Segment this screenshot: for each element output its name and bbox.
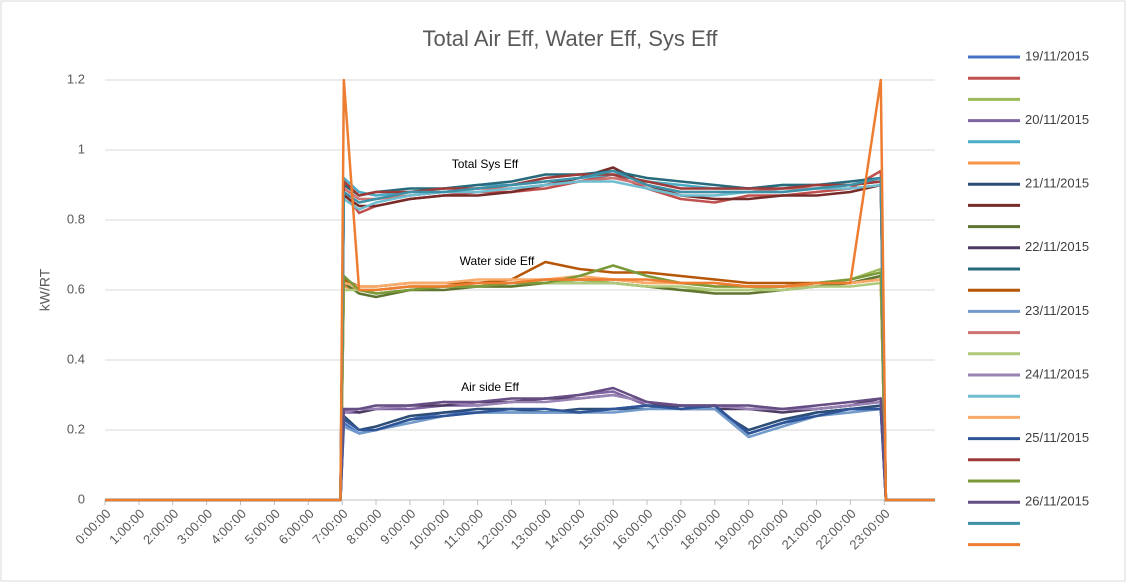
legend-label: 25/11/2015 [1025, 430, 1089, 445]
legend-label: 22/11/2015 [1025, 239, 1089, 254]
series-line [105, 169, 935, 502]
y-tick-label: 1 [78, 141, 85, 156]
annotation: Water side Eff [460, 254, 535, 268]
series-line [105, 180, 935, 502]
series-line [105, 404, 935, 502]
legend-label: 23/11/2015 [1025, 303, 1089, 318]
series-line [105, 264, 935, 502]
annotation: Air side Eff [461, 380, 519, 394]
legend-label: 26/11/2015 [1025, 494, 1089, 509]
y-tick-label: 0.8 [67, 211, 85, 226]
series-line [105, 169, 935, 502]
series-line [105, 407, 935, 502]
series-line [105, 386, 935, 502]
series-line [105, 393, 935, 502]
series-line [105, 404, 935, 502]
legend-label: 20/11/2015 [1025, 112, 1089, 127]
y-tick-label: 0.2 [67, 421, 85, 436]
y-tick-label: 0.6 [67, 281, 85, 296]
chart-title: Total Air Eff, Water Eff, Sys Eff [422, 26, 718, 51]
legend-label: 19/11/2015 [1025, 48, 1089, 63]
y-tick-label: 1.2 [67, 71, 85, 86]
annotation: Total Sys Eff [452, 157, 519, 171]
legend-label: 24/11/2015 [1025, 366, 1089, 381]
series-line [105, 78, 935, 502]
y-tick-label: 0.4 [67, 351, 85, 366]
y-axis-label: kW/RT [37, 268, 53, 311]
legend-label: 21/11/2015 [1025, 176, 1089, 191]
y-tick-label: 0 [78, 491, 85, 506]
